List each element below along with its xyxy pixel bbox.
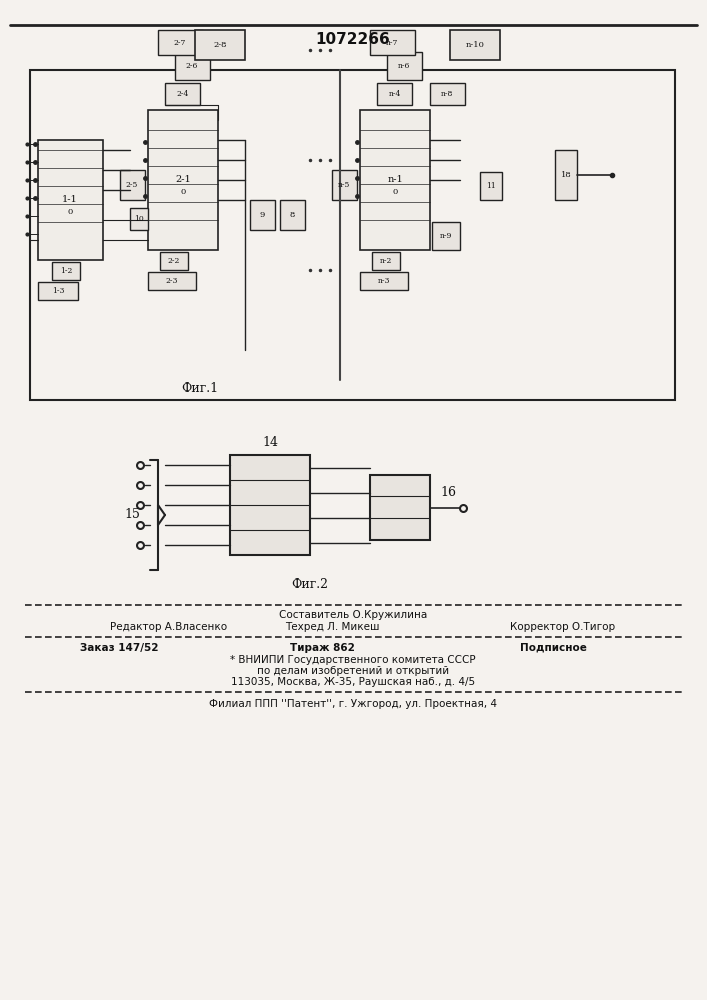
Bar <box>38 140 103 260</box>
Text: Фиг.1: Фиг.1 <box>182 381 218 394</box>
Bar <box>165 83 200 105</box>
Text: 2-4: 2-4 <box>177 90 189 98</box>
Bar <box>360 272 408 290</box>
Text: Филиал ППП ''Патент'', г. Ужгород, ул. Проектная, 4: Филиал ППП ''Патент'', г. Ужгород, ул. П… <box>209 699 497 709</box>
Text: Тираж 862: Тираж 862 <box>290 643 355 653</box>
Text: Фиг.2: Фиг.2 <box>291 578 329 591</box>
Text: 2-2: 2-2 <box>168 257 180 265</box>
Bar <box>52 262 80 280</box>
Bar <box>175 52 210 80</box>
Bar <box>250 200 275 230</box>
Bar <box>387 52 422 80</box>
Bar <box>370 475 430 540</box>
Bar <box>148 272 196 290</box>
Text: 14: 14 <box>262 436 278 450</box>
Text: n-1: n-1 <box>387 176 403 184</box>
Bar <box>377 83 412 105</box>
Text: Редактор А.Власенко: Редактор А.Власенко <box>110 622 227 632</box>
Bar <box>130 208 148 230</box>
Bar <box>280 200 305 230</box>
Text: 10: 10 <box>134 215 144 223</box>
Bar <box>160 252 188 270</box>
Text: Подписное: Подписное <box>520 643 587 653</box>
Text: n-4: n-4 <box>389 90 401 98</box>
Text: 1-3: 1-3 <box>52 287 64 295</box>
Bar <box>38 282 78 300</box>
Text: 9: 9 <box>259 211 264 219</box>
Text: 0: 0 <box>67 208 73 216</box>
Text: 15: 15 <box>124 508 140 522</box>
Text: 18: 18 <box>561 171 571 179</box>
Text: 16: 16 <box>440 486 456 499</box>
Text: Заказ 147/52: Заказ 147/52 <box>80 643 158 653</box>
Bar <box>555 150 577 200</box>
Text: n-2: n-2 <box>380 257 392 265</box>
Text: по делам изобретений и открытий: по делам изобретений и открытий <box>257 666 449 676</box>
Text: 11: 11 <box>486 182 496 190</box>
Bar <box>120 170 145 200</box>
Bar <box>450 30 500 60</box>
Text: 1-2: 1-2 <box>60 267 72 275</box>
Text: n-6: n-6 <box>398 62 410 70</box>
Text: 2-6: 2-6 <box>186 62 198 70</box>
Bar <box>370 30 415 55</box>
Text: 1072266: 1072266 <box>315 32 390 47</box>
Text: n-9: n-9 <box>440 232 452 240</box>
Bar <box>332 170 357 200</box>
Text: 0: 0 <box>392 188 397 196</box>
Text: 2-1: 2-1 <box>175 176 191 184</box>
Bar <box>30 70 675 400</box>
Text: n-10: n-10 <box>466 41 484 49</box>
Bar <box>360 110 430 250</box>
Text: 113035, Москва, Ж-35, Раушская наб., д. 4/5: 113035, Москва, Ж-35, Раушская наб., д. … <box>231 677 475 687</box>
Bar <box>148 110 218 250</box>
Text: 2-7: 2-7 <box>174 39 186 47</box>
Bar <box>480 172 502 200</box>
Text: * ВНИИПИ Государственного комитета СССР: * ВНИИПИ Государственного комитета СССР <box>230 655 476 665</box>
Bar <box>195 30 245 60</box>
Text: 8: 8 <box>289 211 295 219</box>
Bar <box>430 83 465 105</box>
Bar <box>432 222 460 250</box>
Text: Корректор О.Тигор: Корректор О.Тигор <box>510 622 615 632</box>
Text: n-7: n-7 <box>386 39 398 47</box>
Bar <box>158 30 203 55</box>
Bar <box>230 455 310 555</box>
Text: 1-1: 1-1 <box>62 196 78 205</box>
Text: n-5: n-5 <box>338 181 350 189</box>
Text: 2-3: 2-3 <box>165 277 178 285</box>
Text: 2-5: 2-5 <box>126 181 138 189</box>
Text: Техред Л. Микеш: Техред Л. Микеш <box>285 622 380 632</box>
Text: n-3: n-3 <box>378 277 390 285</box>
Text: 0: 0 <box>180 188 186 196</box>
Bar <box>372 252 400 270</box>
Text: 2-8: 2-8 <box>214 41 227 49</box>
Text: Составитель О.Кружилина: Составитель О.Кружилина <box>279 610 427 620</box>
Text: n-8: n-8 <box>440 90 453 98</box>
